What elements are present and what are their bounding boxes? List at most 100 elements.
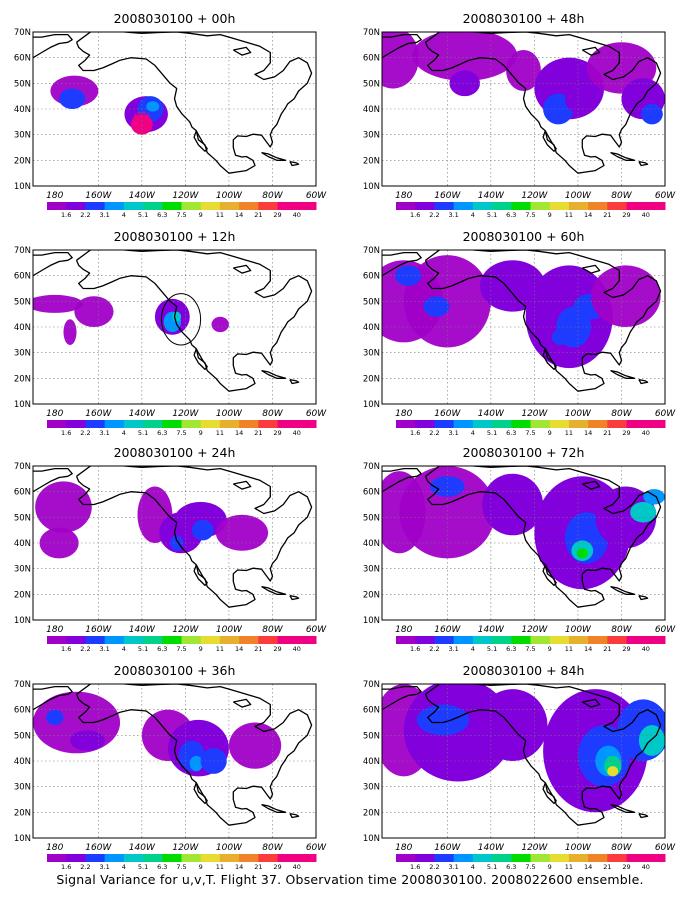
x-tick-label: 160W [85, 625, 112, 635]
variance-region [59, 88, 86, 109]
colorbar-label: 9 [199, 645, 203, 653]
colorbar-swatch [104, 854, 125, 862]
colorbar-swatch [66, 202, 86, 210]
colorbar-swatch [568, 854, 589, 862]
coastline [581, 264, 601, 274]
colorbar-label: 2.2 [429, 211, 439, 219]
panel-title: 2008030100 + 72h [463, 445, 585, 460]
colorbar-swatch [588, 202, 608, 210]
forecast-panels: 2008030100 + 00h 10N 20N 30N 40N 50N 60N 70N 180… [14, 11, 676, 870]
colorbar-swatch [472, 420, 493, 428]
colorbar-swatch [434, 636, 455, 644]
colorbar-swatch [200, 636, 221, 644]
x-tick-label: 100W [565, 625, 592, 635]
colorbar-label: 21 [254, 863, 262, 870]
x-tick-label: 80W [611, 409, 632, 419]
colorbar-swatch [123, 420, 144, 428]
variance-region [477, 689, 548, 761]
colorbar-label: 14 [584, 211, 592, 219]
colorbar-swatch [85, 420, 106, 428]
coastline [424, 250, 662, 392]
x-tick-label: 60W [306, 191, 327, 201]
colorbar-label: 29 [273, 429, 281, 437]
colorbar-swatch [511, 636, 531, 644]
map-panel: 2008030100 + 84h 10N 20N 30N 40N 50N 60N 70N 180… [363, 663, 676, 870]
colorbar-label: 3.1 [99, 211, 109, 219]
colorbar-label: 6.3 [157, 429, 167, 437]
panel-frame [32, 683, 317, 839]
x-tick-label: 180 [46, 625, 63, 635]
colorbar-swatch [492, 854, 512, 862]
coastline [638, 160, 649, 167]
coastline [638, 378, 649, 385]
variance-region [506, 49, 541, 92]
colorbar-label: 21 [603, 645, 611, 653]
variance-region [423, 296, 450, 317]
colorbar-swatch [645, 420, 666, 428]
colorbar-swatch [181, 420, 202, 428]
colorbar-label: 14 [235, 429, 243, 437]
colorbar-label: 1.6 [61, 211, 71, 219]
colorbar-label: 14 [235, 863, 243, 870]
colorbar-label: 40 [642, 211, 650, 219]
colorbar-label: 1.6 [410, 211, 420, 219]
y-tick-label: 60N [363, 706, 380, 716]
colorbar-label: 14 [584, 863, 592, 870]
coastline [581, 480, 601, 490]
colorbar-label: 2.2 [80, 645, 90, 653]
variance-region [416, 704, 470, 736]
x-tick-label: 100W [565, 843, 592, 853]
y-tick-label: 50N [14, 731, 31, 741]
coastline [382, 251, 422, 277]
y-tick-label: 40N [363, 105, 380, 115]
colorbar-swatch [143, 202, 163, 210]
variance-region [576, 548, 588, 559]
colorbar-swatch [162, 636, 182, 644]
colorbar-label: 2.2 [80, 429, 90, 437]
y-tick-label: 10N [363, 834, 380, 844]
coastline [382, 467, 422, 493]
colorbar-label: 29 [273, 863, 281, 870]
colorbar-swatch [472, 202, 493, 210]
variance-region [70, 730, 105, 751]
variance-region [641, 103, 663, 125]
colorbar-swatch [123, 202, 144, 210]
colorbar-label: 40 [293, 645, 301, 653]
colorbar-label: 6.3 [506, 645, 516, 653]
coastline [610, 369, 636, 379]
colorbar-label: 1.6 [61, 863, 71, 870]
colorbar-swatch [85, 636, 106, 644]
colorbar-swatch [645, 636, 666, 644]
panel-frame [381, 31, 666, 187]
variance-region [449, 70, 480, 97]
x-tick-label: 100W [216, 625, 243, 635]
colorbar-label: 29 [273, 645, 281, 653]
x-tick-label: 180 [46, 409, 63, 419]
colorbar-swatch [511, 420, 531, 428]
colorbar-label: 40 [293, 429, 301, 437]
colorbar-label: 40 [642, 429, 650, 437]
colorbar-label: 40 [293, 863, 301, 870]
y-tick-label: 40N [363, 323, 380, 333]
panel-frame [32, 465, 317, 621]
y-tick-label: 60N [14, 272, 31, 282]
colorbar-label: 14 [235, 211, 243, 219]
colorbar-swatch [66, 420, 86, 428]
x-tick-label: 180 [46, 191, 63, 201]
y-tick-label: 10N [363, 182, 380, 192]
colorbar-swatch [104, 636, 125, 644]
map-panel: 2008030100 + 24h 10N 20N 30N 40N 50N 60N 70N 180… [14, 445, 327, 653]
colorbar-swatch [239, 420, 259, 428]
colorbar-label: 6.3 [506, 211, 516, 219]
y-tick-label: 60N [363, 54, 380, 64]
coastline [261, 151, 287, 161]
colorbar-swatch [85, 202, 106, 210]
colorbar-label: 3.1 [99, 863, 109, 870]
colorbar-swatch [47, 202, 67, 210]
variance-region [399, 466, 496, 559]
variance-region [46, 709, 64, 726]
x-tick-label: 100W [216, 409, 243, 419]
colorbar-label: 1.6 [410, 429, 420, 437]
coastline [193, 564, 208, 587]
variance-region [63, 319, 77, 345]
